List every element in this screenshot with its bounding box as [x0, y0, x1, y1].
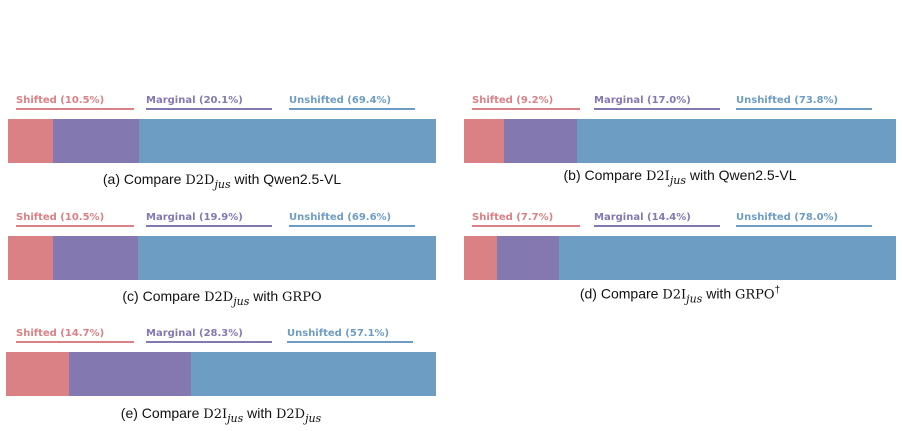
bar-segment-shifted [464, 119, 504, 163]
bar-segment-unshifted [138, 236, 436, 280]
bar-segment-unshifted [577, 119, 896, 163]
caption-subscript: jus [233, 294, 250, 308]
stacked-bar [6, 352, 436, 396]
caption-prefix: (b) Compare [563, 167, 646, 183]
caption-target: Qwen2.5-VL [718, 167, 797, 183]
legend-line-unshifted [289, 108, 415, 110]
caption-subscript: jus [669, 173, 686, 187]
legend-line-unshifted [289, 225, 415, 227]
bar-segment-shifted [464, 236, 498, 280]
legend-line-marginal [146, 108, 272, 110]
legend-line-shifted [16, 108, 134, 110]
legend-item-shifted: Shifted (7.7%) [472, 212, 554, 223]
legend-item-shifted: Shifted (10.5%) [16, 212, 105, 223]
bar-segment-unshifted [559, 236, 896, 280]
caption-target: GRPO [282, 290, 322, 305]
caption-prefix: (a) Compare [102, 171, 186, 187]
legend-line-marginal [146, 225, 272, 227]
legend-line-unshifted [736, 108, 872, 110]
stacked-bar [464, 236, 896, 280]
legend-item-unshifted: Unshifted (69.4%) [289, 95, 392, 106]
caption-subject: D2D [204, 290, 234, 305]
legend-line-unshifted [736, 225, 872, 227]
bar-segment-unshifted [138, 119, 436, 163]
chart-caption: (e) Compare D2Ijus with D2Djus [6, 405, 436, 425]
caption-connector: with [243, 405, 276, 421]
legend-item-shifted: Shifted (14.7%) [16, 328, 105, 339]
caption-subject: D2D [185, 173, 215, 188]
caption-connector: with [249, 288, 283, 304]
legend-line-shifted [16, 225, 134, 227]
bar-segment-marginal [52, 236, 139, 280]
chart-caption: (a) Compare D2Djus with Qwen2.5-VL [8, 171, 436, 191]
bar-segment-unshifted [190, 352, 436, 396]
legend-line-shifted [472, 225, 580, 227]
chart-panel-c: Shifted (10.5%) Marginal (19.9%) Unshift… [8, 212, 436, 312]
legend-item-unshifted: Unshifted (73.8%) [736, 95, 839, 106]
legend-item-unshifted: Unshifted (78.0%) [736, 212, 839, 223]
legend-line-marginal [594, 108, 720, 110]
chart-caption: (b) Compare D2Ijus with Qwen2.5-VL [464, 167, 896, 187]
chart-caption: (c) Compare D2Djus with GRPO [8, 288, 436, 308]
legend-item-marginal: Marginal (17.0%) [594, 95, 691, 106]
stacked-bar [8, 236, 436, 280]
legend-line-unshifted [287, 341, 413, 343]
bar-segment-shifted [8, 236, 53, 280]
bar-segment-shifted [6, 352, 70, 396]
legend-item-marginal: Marginal (28.3%) [146, 328, 243, 339]
legend-line-shifted [472, 108, 580, 110]
caption-subscript: jus [686, 292, 703, 306]
caption-target-subscript: jus [305, 411, 322, 425]
caption-subject: D2I [203, 407, 228, 422]
bar-segment-marginal [497, 236, 560, 280]
caption-prefix: (e) Compare [120, 405, 204, 421]
stacked-bar [8, 119, 436, 163]
legend-item-marginal: Marginal (14.4%) [594, 212, 691, 223]
caption-connector: with [702, 285, 735, 302]
legend-item-shifted: Shifted (9.2%) [472, 95, 554, 106]
caption-target: D2D [275, 407, 306, 422]
caption-prefix: (d) Compare [579, 285, 663, 302]
legend: Shifted (9.2%) Marginal (17.0%) Unshifte… [464, 95, 896, 113]
legend-line-marginal [594, 225, 720, 227]
legend: Shifted (10.5%) Marginal (20.1%) Unshift… [8, 95, 436, 113]
legend-line-shifted [16, 341, 134, 343]
caption-target: GRPO [735, 287, 775, 303]
chart-panel-d: Shifted (7.7%) Marginal (14.4%) Unshifte… [464, 212, 896, 312]
caption-subscript: jus [214, 177, 231, 191]
legend: Shifted (14.7%) Marginal (28.3%) Unshift… [6, 328, 436, 346]
legend-item-unshifted: Unshifted (69.6%) [289, 212, 392, 223]
caption-connector: with [230, 171, 264, 187]
caption-subject: D2I [645, 169, 670, 184]
legend-item-marginal: Marginal (20.1%) [146, 95, 243, 106]
bar-segment-marginal [52, 119, 139, 163]
bar-segment-marginal [503, 119, 578, 163]
legend: Shifted (10.5%) Marginal (19.9%) Unshift… [8, 212, 436, 230]
chart-panel-b: Shifted (9.2%) Marginal (17.0%) Unshifte… [464, 95, 896, 190]
legend-item-unshifted: Unshifted (57.1%) [287, 328, 390, 339]
chart-panel-e: Shifted (14.7%) Marginal (28.3%) Unshift… [6, 328, 436, 428]
caption-prefix: (c) Compare [122, 288, 205, 304]
caption-target: Qwen2.5-VL [263, 171, 342, 187]
legend-item-shifted: Shifted (10.5%) [16, 95, 105, 106]
chart-panel-a: Shifted (10.5%) Marginal (20.1%) Unshift… [8, 95, 436, 191]
caption-subscript: jus [227, 411, 244, 425]
legend-item-marginal: Marginal (19.9%) [146, 212, 243, 223]
caption-dagger: † [774, 285, 781, 296]
legend: Shifted (7.7%) Marginal (14.4%) Unshifte… [464, 212, 896, 230]
chart-caption: (d) Compare D2Ijus with GRPO† [464, 285, 896, 305]
bar-segment-shifted [8, 119, 53, 163]
stacked-bar [464, 119, 896, 163]
bar-segment-marginal [69, 352, 191, 396]
caption-connector: with [685, 167, 719, 183]
caption-subject: D2I [662, 287, 687, 303]
legend-line-marginal [146, 341, 272, 343]
